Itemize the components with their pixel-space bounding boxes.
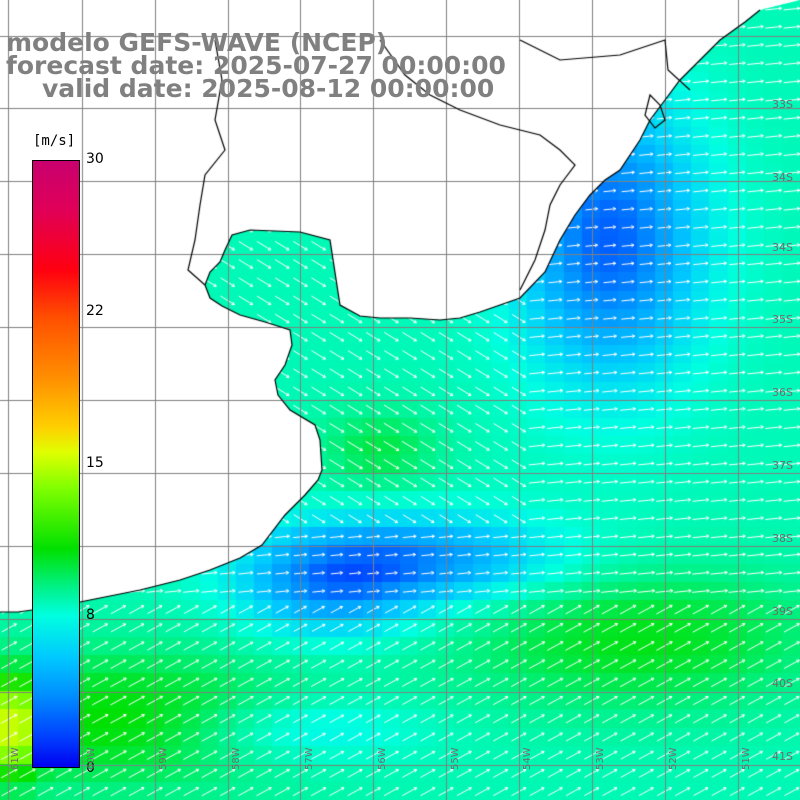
lon-label-59w: 59W — [158, 747, 169, 770]
lat-label-34s-a: 34S — [772, 171, 793, 184]
model-title: modelo GEFS-WAVE (NCEP) — [6, 28, 388, 57]
colorbar-tick-0: 0 — [86, 760, 95, 776]
lon-label-56w: 56W — [377, 747, 388, 770]
colorbar-unit: [m/s] — [33, 133, 76, 149]
lon-label-53w: 53W — [595, 747, 606, 770]
lat-label-39s: 39S — [772, 605, 793, 618]
lat-label-40s: 40S — [772, 677, 793, 690]
lat-label-35s: 35S — [772, 313, 793, 326]
colorbar-tick-8: 8 — [86, 607, 95, 623]
colorbar-tick-30: 30 — [86, 151, 104, 167]
lat-label-34s: 34S — [772, 241, 793, 254]
lon-label-54w: 54W — [522, 747, 533, 770]
colorbar-tick-22: 22 — [86, 303, 104, 319]
lon-label-55w: 55W — [450, 747, 461, 770]
lon-label-58w: 58W — [231, 747, 242, 770]
lon-label-57w: 57W — [304, 747, 315, 770]
lat-label-41s: 41S — [772, 750, 793, 763]
lon-label-52w: 52W — [668, 747, 679, 770]
colorbar — [32, 160, 80, 768]
valid-date: valid date: 2025-08-12 00:00:00 — [42, 74, 495, 103]
lon-label-51w: 51W — [741, 747, 752, 770]
lat-label-37s: 37S — [772, 459, 793, 472]
lat-label-36s: 36S — [772, 386, 793, 399]
forecast-date: forecast date: 2025-07-27 00:00:00 — [6, 51, 506, 80]
lon-label-60w: 60W — [86, 747, 97, 770]
lat-label-33s: 33S — [772, 98, 793, 111]
lon-label-61w: 61W — [10, 747, 21, 770]
lat-label-38s: 38S — [772, 532, 793, 545]
colorbar-tick-15: 15 — [86, 455, 104, 471]
